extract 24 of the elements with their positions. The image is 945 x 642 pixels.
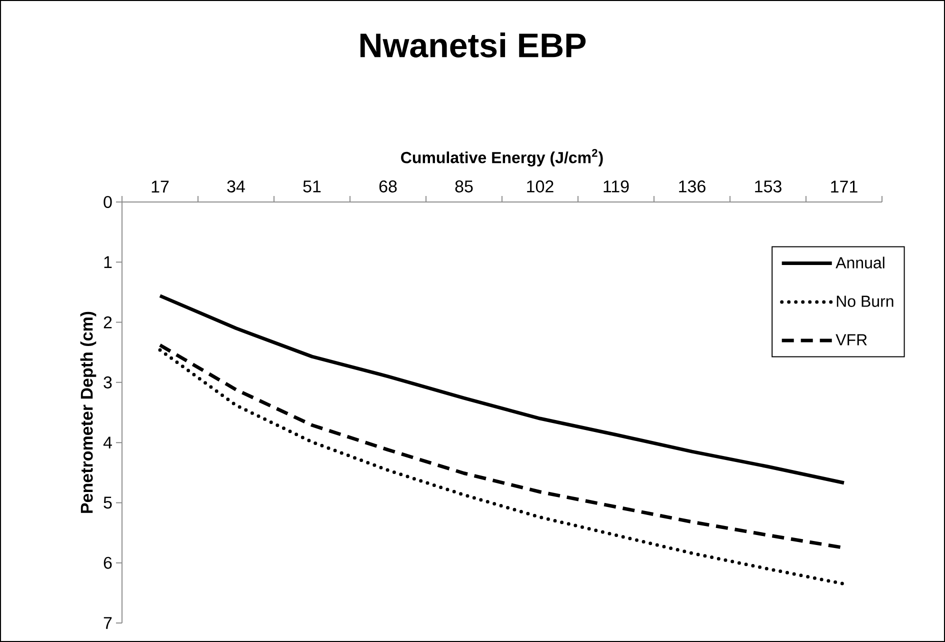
y-tick-label: 4 — [103, 436, 112, 448]
legend-label: VFR — [836, 334, 867, 346]
x-tick-label: 85 — [455, 180, 473, 192]
x-tick-label: 102 — [527, 180, 554, 192]
legend-label: No Burn — [836, 296, 894, 307]
x-tick-label: 17 — [152, 180, 169, 192]
x-tick-label: 34 — [227, 180, 245, 192]
y-tick-label: 5 — [104, 496, 112, 509]
x-axis-title: Cumulative Energy (J/cm$^{2}$) — [401, 148, 603, 166]
x-tick-label: 119 — [604, 180, 629, 192]
legend-label: Annual — [836, 256, 884, 268]
chart-title: Nwanetsi EBP — [360, 32, 586, 58]
x-tick-label: 153 — [755, 180, 782, 192]
x-tick-label: 171 — [831, 180, 858, 192]
y-tick-label: 0 — [104, 196, 112, 208]
x-tick-label: 136 — [679, 180, 706, 192]
y-tick-label: 1 — [104, 256, 112, 268]
x-tick-label: 68 — [379, 180, 397, 192]
y-tick-label: 3 — [104, 376, 112, 388]
y-tick-label: 2 — [104, 316, 112, 328]
y-axis-title: Penetrometer Depth (cm) — [80, 312, 96, 513]
y-tick-label: 6 — [104, 556, 112, 569]
x-tick-label: 51 — [303, 180, 321, 192]
y-tick-label: 7 — [104, 617, 112, 629]
